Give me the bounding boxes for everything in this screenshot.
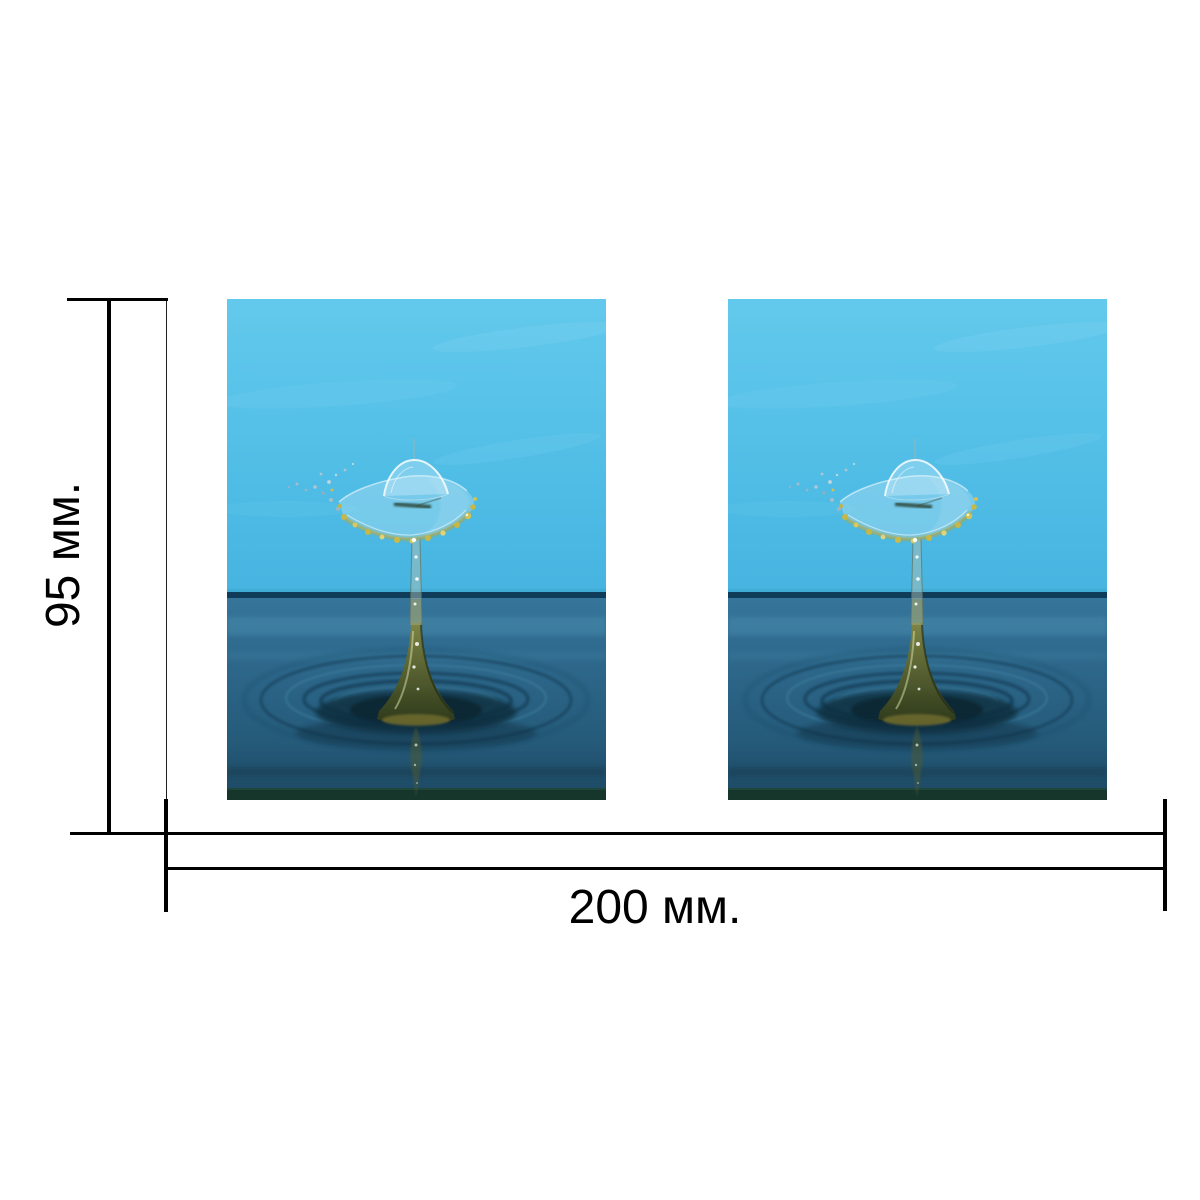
right-tick-line: [1163, 799, 1167, 911]
left-extension-line: [166, 301, 167, 800]
vertical-dimension-label: 95 мм.: [37, 481, 90, 629]
photo-water-splash-2: [728, 299, 1107, 800]
horizontal-dimension-label: 200 мм.: [568, 881, 742, 934]
photo-water-splash-1: [227, 299, 606, 800]
splash-photo-svg: [728, 299, 1107, 800]
splash-scene: [728, 299, 1107, 800]
vertical-dimension-line: [107, 298, 111, 835]
splash-scene: [227, 299, 606, 800]
horizontal-dimension-line: [166, 867, 1167, 870]
top-tick-line: [67, 298, 168, 301]
bottom-baseline: [70, 832, 1167, 835]
left-tick-line: [164, 799, 168, 912]
splash-photo-svg: [227, 299, 606, 800]
